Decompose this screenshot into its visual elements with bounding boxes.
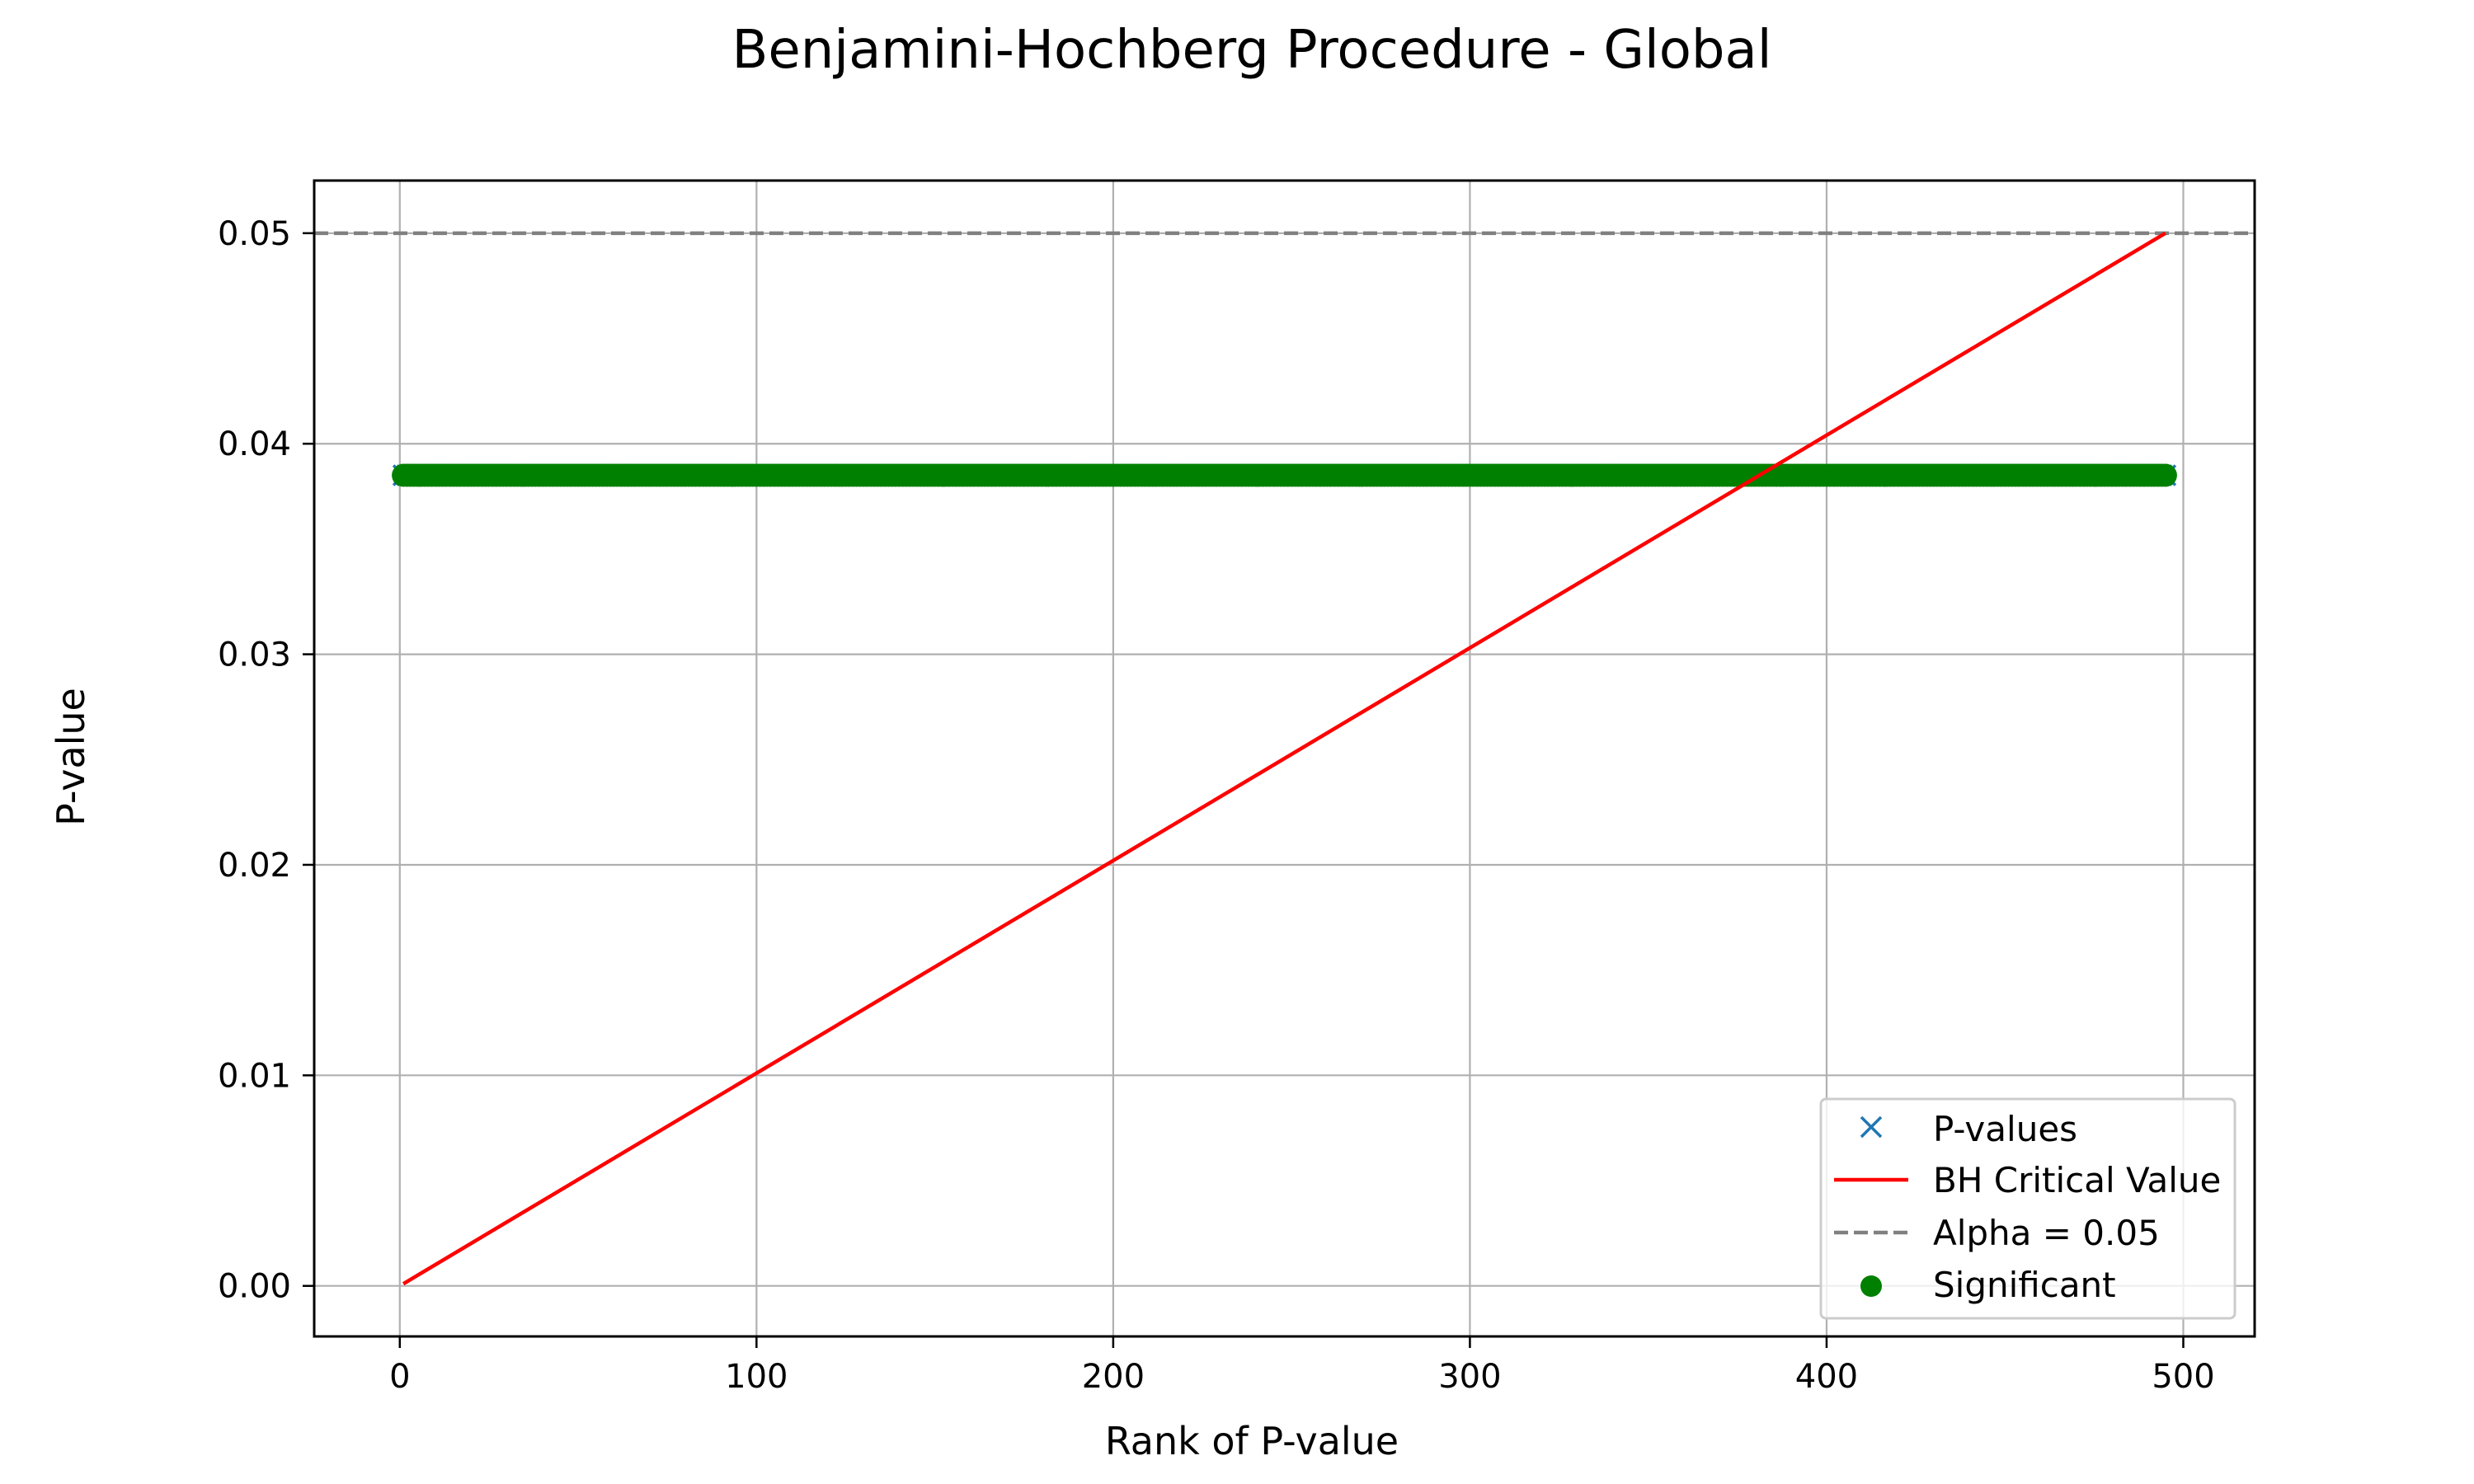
plot-frame xyxy=(313,179,2256,1338)
y-tick-label: 0.03 xyxy=(218,636,291,674)
legend-entry-bh-critical-value: BH Critical Value xyxy=(1834,1160,2221,1200)
y-axis: 0.00 0.01 0.02 0.03 0.04 0.05 xyxy=(218,215,314,1306)
legend-label-significant: Significant xyxy=(1933,1265,2116,1305)
x-tick-label: 200 xyxy=(1082,1358,1145,1396)
legend-frame xyxy=(1819,1097,2236,1320)
legend-label-bh-critical-value: BH Critical Value xyxy=(1933,1160,2221,1200)
legend-entry-alpha: Alpha = 0.05 xyxy=(1834,1213,2160,1253)
x-tick-label: 100 xyxy=(725,1358,788,1396)
x-tick-label: 300 xyxy=(1438,1358,1501,1396)
x-axis: 0 100 200 300 400 500 xyxy=(389,1336,2215,1396)
legend-label-p-values: P-values xyxy=(1933,1109,2077,1149)
y-tick-label: 0.04 xyxy=(218,425,291,463)
x-tick-label: 0 xyxy=(389,1358,410,1396)
bh-critical-value-series xyxy=(402,231,2167,1286)
y-axis-label: P-value xyxy=(49,688,93,826)
legend-entry-significant: Significant xyxy=(1860,1265,2116,1305)
x-axis-label: Rank of P-value xyxy=(1105,1419,1399,1463)
y-tick-label: 0.05 xyxy=(218,215,291,253)
y-tick-label: 0.01 xyxy=(218,1057,291,1095)
legend-dot-marker-icon xyxy=(1860,1275,1882,1297)
legend: P-values BH Critical Value Alpha = 0.05 … xyxy=(1819,1097,2236,1320)
y-tick-label: 0.00 xyxy=(218,1268,291,1306)
legend-x-marker-icon xyxy=(1860,1115,1883,1139)
x-tick-label: 500 xyxy=(2152,1358,2214,1396)
x-tick-label: 400 xyxy=(1795,1358,1858,1396)
significant-point xyxy=(2153,463,2177,487)
significant-series xyxy=(392,463,2177,487)
bh-critical-line xyxy=(402,231,2167,1286)
legend-label-alpha: Alpha = 0.05 xyxy=(1933,1213,2160,1253)
legend-entry-p-values: P-values xyxy=(1860,1109,2077,1149)
chart-title: Benjamini-Hochberg Procedure - Global xyxy=(731,20,1771,81)
y-tick-label: 0.02 xyxy=(218,847,291,885)
